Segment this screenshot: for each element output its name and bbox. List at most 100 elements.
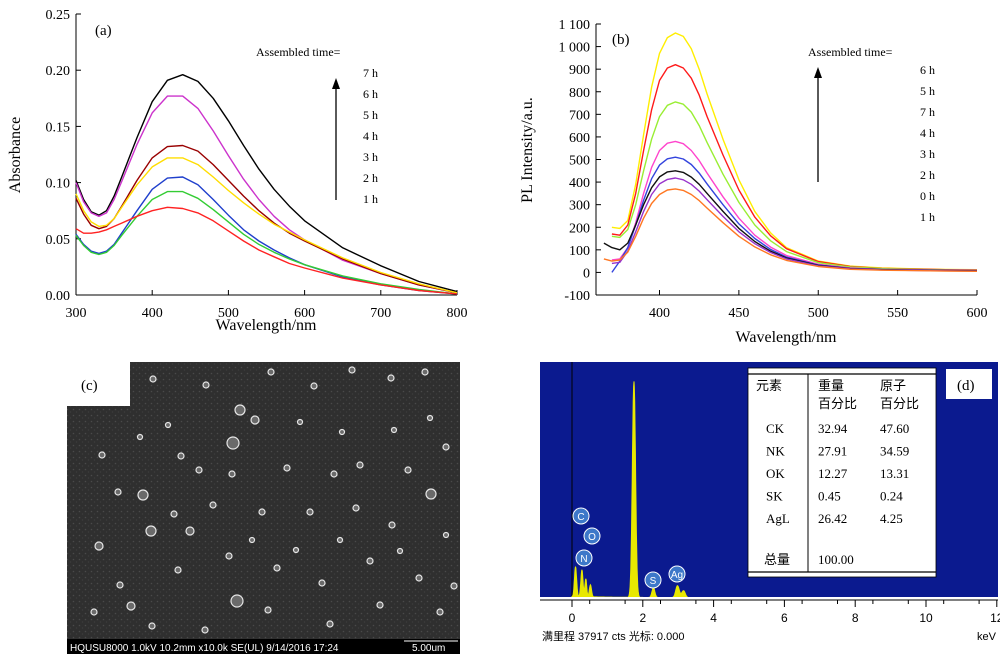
sem-particle: [330, 470, 338, 478]
panel-b-label: (b): [612, 32, 630, 48]
sem-particle: [426, 414, 434, 422]
panel-c-label-box: [67, 362, 130, 406]
eds-tick-label: 12: [990, 611, 1000, 625]
sem-particle: [148, 622, 156, 630]
series-line-5h: [75, 144, 458, 294]
sem-particle: [264, 606, 272, 614]
eds-row-weight: 32.94: [818, 421, 848, 436]
sem-particle: [149, 375, 157, 383]
y-tick-label: 0.20: [46, 64, 71, 79]
legend-entry: 7 h: [363, 66, 378, 80]
legend-entry: 1 h: [920, 210, 935, 224]
series-line-2h: [75, 190, 458, 295]
sem-particle: [366, 557, 374, 565]
panel-a-arrow-head: [332, 78, 340, 89]
sem-particle: [326, 620, 334, 628]
eds-row-element: SK: [766, 489, 783, 504]
sem-particle: [201, 626, 209, 634]
x-tick-label: 400: [142, 306, 163, 321]
panel-b-series: [603, 32, 978, 273]
sem-particle: [90, 608, 98, 616]
eds-row-atomic: 34.59: [880, 444, 909, 459]
eds-peak-label: O: [588, 532, 596, 543]
sem-particle: [404, 466, 412, 474]
series-line-1h: [75, 206, 458, 295]
sem-particle: [292, 546, 300, 554]
legend-entry: 2 h: [363, 171, 378, 185]
x-tick-label: 600: [967, 306, 988, 321]
sem-particle: [258, 508, 266, 516]
panel-a-y-axis-title: Absorbance: [7, 117, 24, 193]
eds-table-rows: CK 32.94 47.60 NK 27.91 34.59 OK 12.27 13.31 SK 0.…: [766, 421, 909, 526]
eds-row-element: AgL: [766, 511, 790, 526]
panel-b-pl-chart: 400 450 500 550 600 -100 0 100 200 300 400 500 600 7…: [519, 18, 988, 346]
panel-a-x-ticks: 300 400 500 600 700 800: [66, 290, 468, 321]
y-tick-label: 800: [569, 86, 590, 101]
sem-particle: [387, 374, 395, 382]
sem-info-text: HQUSU8000 1.0kV 10.2mm x10.0k SE(UL) 9/1…: [70, 643, 339, 654]
sem-particle: [145, 525, 157, 537]
legend-entry: 4 h: [920, 126, 935, 140]
legend-entry: 0 h: [920, 189, 935, 203]
panel-d-label-box: [946, 369, 992, 399]
sem-particle: [396, 547, 404, 555]
sem-particle: [442, 531, 450, 539]
sem-particle: [310, 382, 318, 390]
sem-particle: [202, 381, 210, 389]
panel-a-series: [75, 74, 458, 295]
eds-peak-marker-C: [572, 507, 590, 525]
series-line-3h: [75, 176, 458, 295]
sem-particle: [116, 581, 124, 589]
sem-particle: [177, 452, 185, 460]
sem-scale-text: 5.00um: [412, 643, 445, 654]
y-tick-label: 0.25: [46, 8, 71, 23]
y-tick-label: 300: [569, 199, 590, 214]
sem-particle: [226, 436, 240, 450]
legend-entry: 2 h: [920, 168, 935, 182]
sem-particle: [98, 451, 106, 459]
sem-particle: [425, 488, 437, 500]
eds-row-atomic: 0.24: [880, 489, 903, 504]
sem-particle: [356, 461, 364, 469]
x-tick-label: 700: [370, 306, 391, 321]
y-tick-label: 1 000: [559, 41, 591, 56]
panel-c-sem-image: (c) HQUSU8000 1.0kV 10.2mm x10.0k SE(UL)…: [67, 362, 460, 654]
sem-particle: [170, 510, 178, 518]
sem-particle: [348, 366, 356, 374]
sem-particle: [136, 433, 144, 441]
x-tick-label: 600: [294, 306, 315, 321]
sem-particle: [376, 601, 384, 609]
sem-particle: [296, 418, 304, 426]
panel-a-legend-title: Assembled time=: [256, 45, 341, 59]
sem-particle: [137, 489, 149, 501]
panel-b-y-axis-title: PL Intensity/a.u.: [519, 97, 536, 203]
x-tick-label: 500: [808, 306, 829, 321]
legend-entry: 1 h: [363, 192, 378, 206]
sem-scale-bar: 5.00um: [404, 640, 458, 654]
eds-tick-label: 4: [710, 611, 717, 625]
x-tick-label: 300: [66, 306, 87, 321]
eds-row-element: NK: [766, 444, 785, 459]
eds-peak-label: S: [650, 576, 657, 587]
y-tick-label: 100: [569, 244, 590, 259]
y-tick-label: 900: [569, 63, 590, 78]
sem-particle: [273, 564, 281, 572]
eds-row-weight: 12.27: [818, 466, 848, 481]
eds-table: [747, 367, 937, 578]
eds-tick-label: 2: [639, 611, 646, 625]
sem-particle: [225, 552, 233, 560]
panel-a-x-axis-title: Wavelength/nm: [216, 317, 317, 334]
sem-particle: [248, 536, 256, 544]
eds-peak-markers: CON S Ag: [572, 507, 686, 589]
sem-particle: [126, 601, 136, 611]
sem-particle: [336, 536, 344, 544]
eds-col-atomic: 原子百分比: [880, 379, 919, 412]
sem-particle: [352, 504, 360, 512]
eds-peak-label: Ag: [671, 570, 683, 581]
sem-particle: [209, 501, 217, 509]
panel-b-legend-title: Assembled time=: [808, 45, 893, 59]
legend-entry: 3 h: [920, 147, 935, 161]
eds-col-element: 元素: [756, 379, 782, 394]
eds-peak-marker-O: [583, 527, 601, 545]
